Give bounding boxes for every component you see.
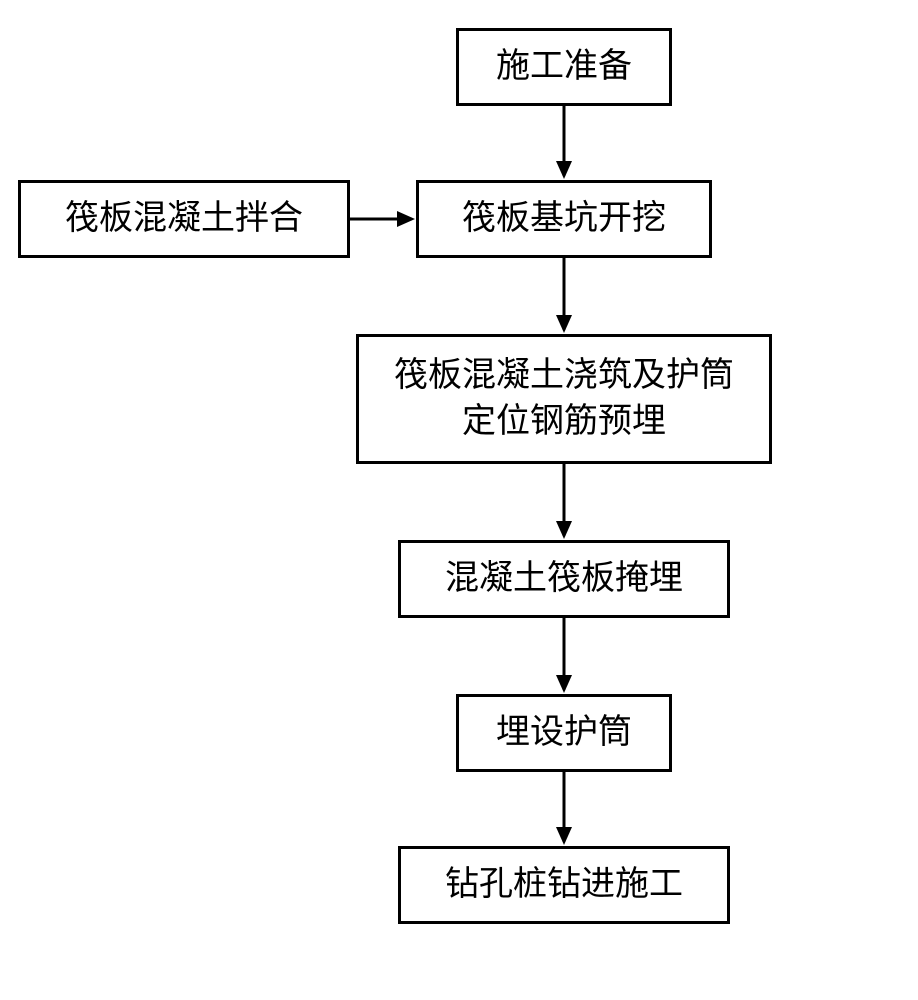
flow-node-casing-install: 埋设护筒 (456, 694, 672, 772)
flow-node-pile-drilling: 钻孔桩钻进施工 (398, 846, 730, 924)
flow-node-raft-excavation: 筏板基坑开挖 (416, 180, 712, 258)
flow-node-label: 筏板混凝土拌合 (65, 196, 303, 242)
flow-node-raft-bury: 混凝土筏板掩埋 (398, 540, 730, 618)
flow-node-concrete-pour: 筏板混凝土浇筑及护筒 定位钢筋预埋 (356, 334, 772, 464)
flow-node-label: 施工准备 (496, 44, 632, 90)
flow-node-label: 埋设护筒 (496, 710, 632, 756)
flow-node-construction-prep: 施工准备 (456, 28, 672, 106)
flow-node-label: 钻孔桩钻进施工 (445, 862, 683, 908)
flow-node-label: 筏板混凝土浇筑及护筒 定位钢筋预埋 (394, 353, 734, 445)
flow-node-label: 筏板基坑开挖 (462, 196, 666, 242)
flow-node-label: 混凝土筏板掩埋 (445, 556, 683, 602)
flow-node-concrete-mix: 筏板混凝土拌合 (18, 180, 350, 258)
flowchart-canvas: 施工准备 筏板基坑开挖 筏板混凝土浇筑及护筒 定位钢筋预埋 混凝土筏板掩埋 埋设… (0, 0, 918, 1000)
